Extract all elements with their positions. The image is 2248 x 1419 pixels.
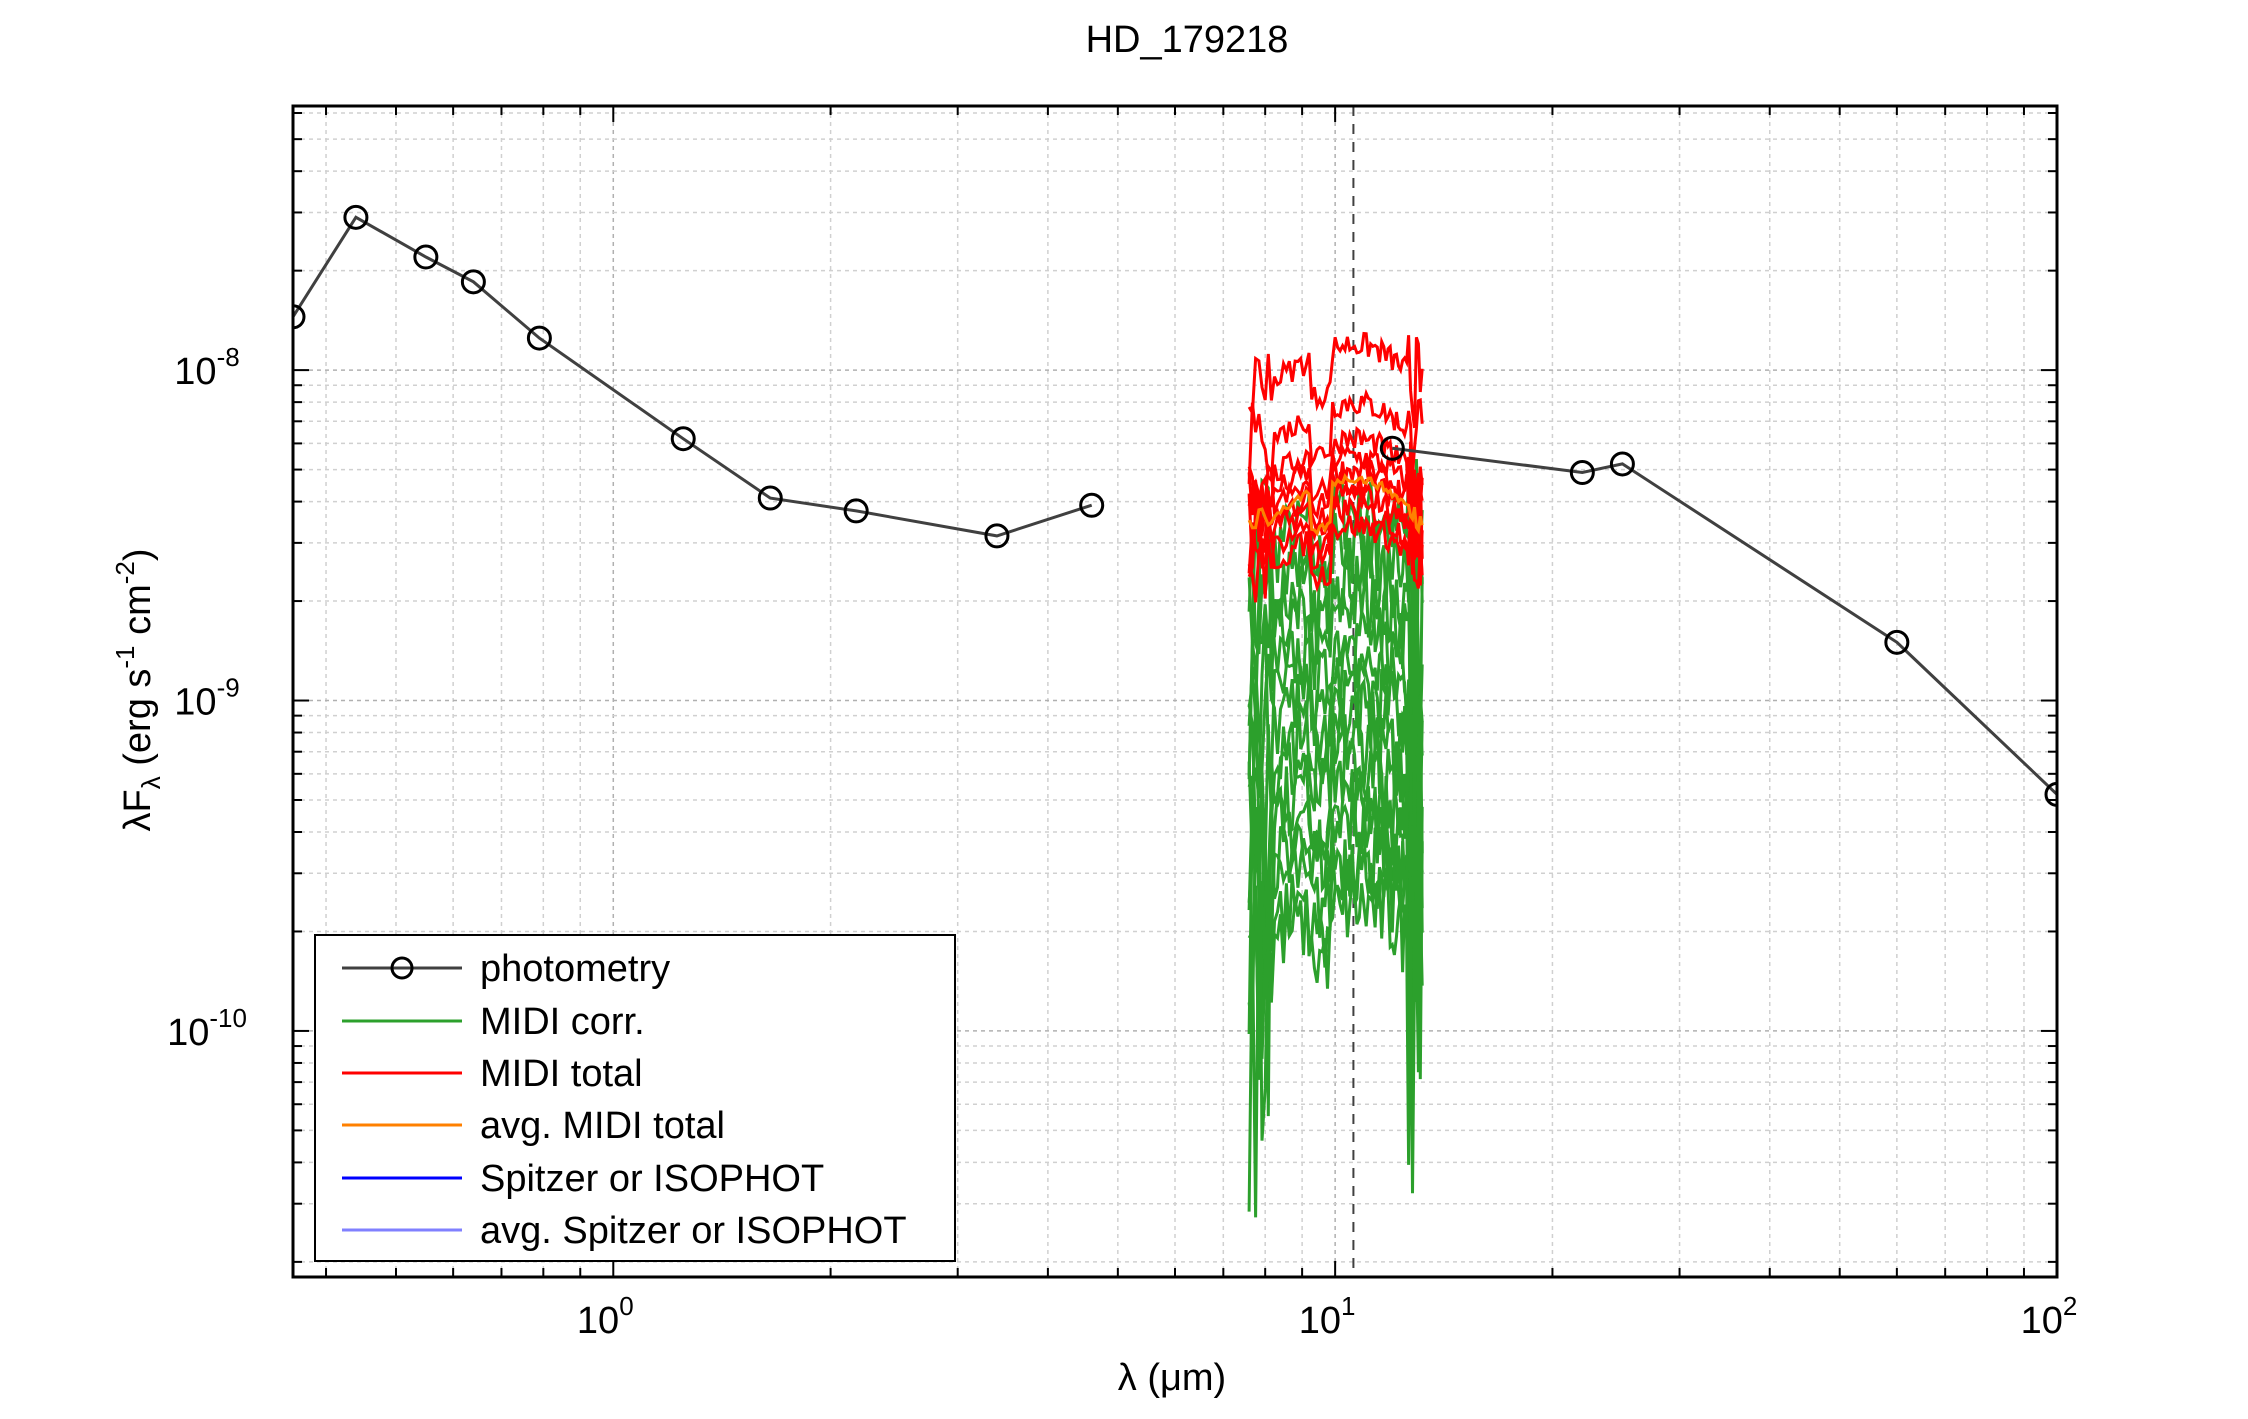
x-tick-label: 101 [1299,1291,1356,1342]
photometry-point [1609,451,1635,477]
photometry-point [843,498,869,524]
midi-corr-spectrum [1247,805,1424,1141]
x-axis-title-lambda: λ ( [1118,1357,1161,1399]
y-tick-label-exponent: -9 [217,673,240,703]
x-tick-label-base: 10 [2021,1300,2063,1342]
x-tick-label-exponent: 1 [1341,1291,1355,1321]
photometry-point [757,485,783,511]
x-tick-label: 100 [577,1291,634,1342]
midi-corr-spectrum [1247,703,1424,1044]
photometry-point [2044,781,2057,807]
legend-entry-avg-spitzer: avg. Spitzer or ISOPHOT [342,1210,907,1252]
x-tick-label-base: 10 [1299,1300,1341,1342]
plot-data [293,204,2057,1218]
legend-label-photometry: photometry [480,948,670,990]
midi-total-spectrum [1247,492,1424,589]
photometry-point [526,325,552,351]
legend-label-avg-midi-total: avg. MIDI total [480,1105,725,1147]
legend-label-avg-spitzer: avg. Spitzer or ISOPHOT [480,1210,907,1252]
y-axis-title-units-a: (erg s [117,669,159,777]
avg-midi-total-spectrum [1247,473,1424,537]
legend-marker-circle [390,956,414,980]
legend-label-spitzer: Spitzer or ISOPHOT [480,1158,824,1200]
legend-entry-photometry: photometry [342,948,670,990]
midi-corr-spectrum [1247,840,1424,1218]
midi-total-spectrum [1247,388,1424,484]
y-tick-label: 10-9 [174,673,239,724]
photometry-point [460,269,486,295]
photometry-point [1079,492,1105,518]
midi-corr-spectrum [1247,577,1424,906]
x-axis-title-mu: μ [1160,1357,1182,1399]
legend-entry-avg-midi-total: avg. MIDI total [342,1105,725,1147]
x-tick-label-exponent: 0 [619,1291,633,1321]
midi-corr-spectrum [1247,703,1424,1017]
midi-corr-spectrum [1247,662,1424,921]
midi-corr-spectrum [1247,792,1424,1033]
y-axis-title-units-b: cm [117,584,159,645]
y-axis-title-units-c: ) [117,548,159,561]
legend-entry-midi-corr: MIDI corr. [342,1001,645,1043]
y-tick-label-base: 10 [174,682,216,724]
y-axis-title-exp2: -2 [110,561,140,584]
legend-label-midi-total: MIDI total [480,1053,643,1095]
midi-total-spectrum [1247,456,1424,559]
y-tick-label: 10-8 [174,342,239,393]
midi-corr-spectrum [1247,543,1424,830]
y-axis-title-exp1: -1 [110,645,140,668]
y-axis-title-lambda-f: λF [117,789,159,831]
y-tick-label: 10-10 [167,1003,247,1054]
photometry-point [670,426,696,452]
svg-text:λFλ (erg s-1 cm-2): λFλ (erg s-1 cm-2) [110,548,166,831]
photometry-point [984,523,1010,549]
y-tick-label-exponent: -10 [209,1003,247,1033]
photometry-point [293,304,306,330]
y-tick-label-exponent: -8 [217,342,240,372]
midi-total-spectrum [1247,482,1424,586]
x-tick-label-exponent: 2 [2063,1291,2077,1321]
photometry-point [343,204,369,230]
x-axis-title-unit: m) [1182,1357,1226,1399]
midi-total-spectrum [1247,331,1424,429]
legend-box [314,934,956,1262]
midi-total-spectrum [1247,443,1424,542]
x-tick-label-base: 10 [577,1300,619,1342]
photometry-point [413,244,439,270]
legend-entry-spitzer: Spitzer or ISOPHOT [342,1158,824,1200]
y-axis-title-subscript: λ [136,776,166,789]
midi-total-spectrum [1247,515,1424,603]
x-axis-title: λ (μm) [1118,1357,1226,1399]
photometry-point [1569,459,1595,485]
legend-entry-midi-total: MIDI total [342,1053,643,1095]
axes-frame [291,104,2059,1279]
y-axis-title: λFλ (erg s-1 cm-2) [110,548,166,831]
midi-corr-spectrum [1247,613,1424,911]
photometry-line-infrared [1392,446,2057,796]
photometry-line-optical [293,215,1093,538]
y-tick-label-base: 10 [167,1012,209,1054]
photometry-point [1884,629,1910,655]
chart-title: HD_179218 [1086,19,1289,61]
legend: photometry MIDI corr. MIDI total avg. MI… [314,934,956,1262]
photometry-point [1379,435,1405,461]
svg-text:λ (μm): λ (μm) [1118,1357,1226,1399]
x-tick-label: 102 [2021,1291,2078,1342]
y-tick-label-base: 10 [174,351,216,393]
legend-label-midi-corr: MIDI corr. [480,1001,645,1043]
